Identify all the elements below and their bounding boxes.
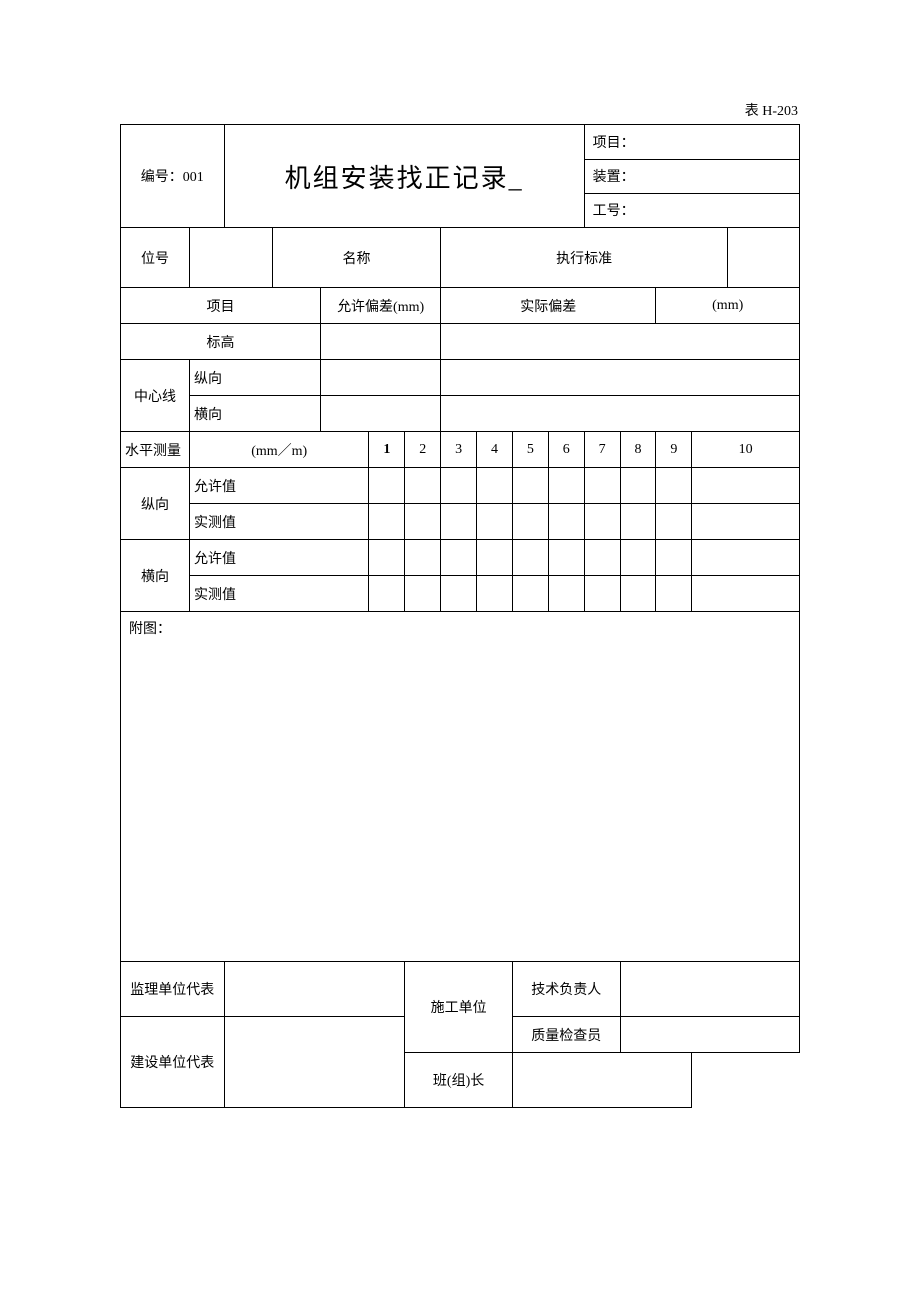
supervisor-rep-label: 监理单位代表: [121, 962, 225, 1017]
col-3: 3: [441, 432, 477, 468]
table-cell: [656, 576, 692, 612]
table-cell: [369, 468, 405, 504]
table-cell: [477, 504, 513, 540]
tech-lead-label: 技术负责人: [512, 962, 620, 1017]
table-cell: [512, 576, 548, 612]
qc-inspector-label: 质量检查员: [512, 1017, 620, 1053]
table-cell: [441, 468, 477, 504]
team-leader-value: [512, 1053, 691, 1108]
position-no-label: 位号: [121, 228, 190, 288]
table-cell: [477, 540, 513, 576]
table-cell: [584, 540, 620, 576]
trans-meas-label: 实测值: [190, 576, 369, 612]
col-5: 5: [512, 432, 548, 468]
elevation-label: 标高: [121, 324, 321, 360]
col-2: 2: [405, 432, 441, 468]
col-4: 4: [477, 432, 513, 468]
attachment-area: 附图：: [121, 612, 800, 962]
actual-dev-label: 实际偏差: [441, 288, 656, 324]
owner-rep-value: [224, 1017, 405, 1108]
table-cell: [548, 504, 584, 540]
table-cell: [512, 504, 548, 540]
meta-device-label: 装置：: [585, 159, 799, 193]
table-cell: [692, 576, 800, 612]
item-label: 项目: [121, 288, 321, 324]
owner-rep-label: 建设单位代表: [121, 1017, 225, 1108]
table-cell: [656, 504, 692, 540]
table-cell: [692, 504, 800, 540]
supervisor-rep-value: [224, 962, 405, 1017]
table-cell: [405, 504, 441, 540]
table-cell: [656, 540, 692, 576]
qc-inspector-value: [620, 1017, 799, 1053]
table-cell: [369, 504, 405, 540]
centerline-trans-label: 横向: [190, 396, 321, 432]
name-label: 名称: [272, 228, 440, 288]
team-leader-label: 班(组)长: [405, 1053, 513, 1108]
trans-label: 横向: [121, 540, 190, 612]
col-8: 8: [620, 432, 656, 468]
table-cell: [584, 576, 620, 612]
allow-dev-label: 允许偏差(mm): [321, 288, 441, 324]
form-table: 编号：001 机组安装找正记录_ 项目： 装置： 工号： 位号 名称 执行标准 …: [120, 124, 800, 1108]
serial-number-cell: 编号：001: [121, 125, 225, 228]
col-7: 7: [584, 432, 620, 468]
level-unit-label: (mm／m): [190, 432, 369, 468]
meta-block: 项目： 装置： 工号：: [584, 125, 799, 228]
centerline-long-actual: [441, 360, 800, 396]
standard-label: 执行标准: [441, 228, 728, 288]
table-cell: [548, 540, 584, 576]
table-cell: [405, 576, 441, 612]
centerline-long-label: 纵向: [190, 360, 321, 396]
actual-dev-unit: (mm): [656, 288, 800, 324]
table-cell: [405, 540, 441, 576]
table-cell: [441, 576, 477, 612]
centerline-trans-actual: [441, 396, 800, 432]
table-cell: [441, 504, 477, 540]
elevation-allow: [321, 324, 441, 360]
elevation-actual: [441, 324, 800, 360]
table-cell: [620, 504, 656, 540]
standard-value: [728, 228, 800, 288]
table-cell: [512, 468, 548, 504]
tech-lead-value: [620, 962, 799, 1017]
col-6: 6: [548, 432, 584, 468]
trans-allow-label: 允许值: [190, 540, 369, 576]
table-cell: [369, 540, 405, 576]
meta-job-label: 工号：: [585, 193, 799, 227]
centerline-trans-allow: [321, 396, 441, 432]
col-10: 10: [692, 432, 800, 468]
table-cell: [584, 468, 620, 504]
table-cell: [620, 468, 656, 504]
table-cell: [656, 468, 692, 504]
table-cell: [477, 576, 513, 612]
table-cell: [512, 540, 548, 576]
position-no-value: [190, 228, 273, 288]
centerline-long-allow: [321, 360, 441, 396]
long-allow-label: 允许值: [190, 468, 369, 504]
centerline-label: 中心线: [121, 360, 190, 432]
table-cell: [692, 540, 800, 576]
table-cell: [620, 576, 656, 612]
table-cell: [584, 504, 620, 540]
table-cell: [441, 540, 477, 576]
table-cell: [369, 576, 405, 612]
long-label: 纵向: [121, 468, 190, 540]
col-9: 9: [656, 432, 692, 468]
meta-project-label: 项目：: [585, 125, 799, 159]
table-cell: [620, 540, 656, 576]
form-title: 机组安装找正记录_: [224, 125, 584, 228]
table-cell: [692, 468, 800, 504]
form-code-label: 表 H-203: [120, 100, 800, 120]
table-cell: [548, 468, 584, 504]
level-measure-label: 水平测量: [121, 432, 190, 468]
construction-unit-label: 施工单位: [405, 962, 513, 1053]
col-1: 1: [369, 432, 405, 468]
table-cell: [477, 468, 513, 504]
long-meas-label: 实测值: [190, 504, 369, 540]
table-cell: [405, 468, 441, 504]
table-cell: [548, 576, 584, 612]
